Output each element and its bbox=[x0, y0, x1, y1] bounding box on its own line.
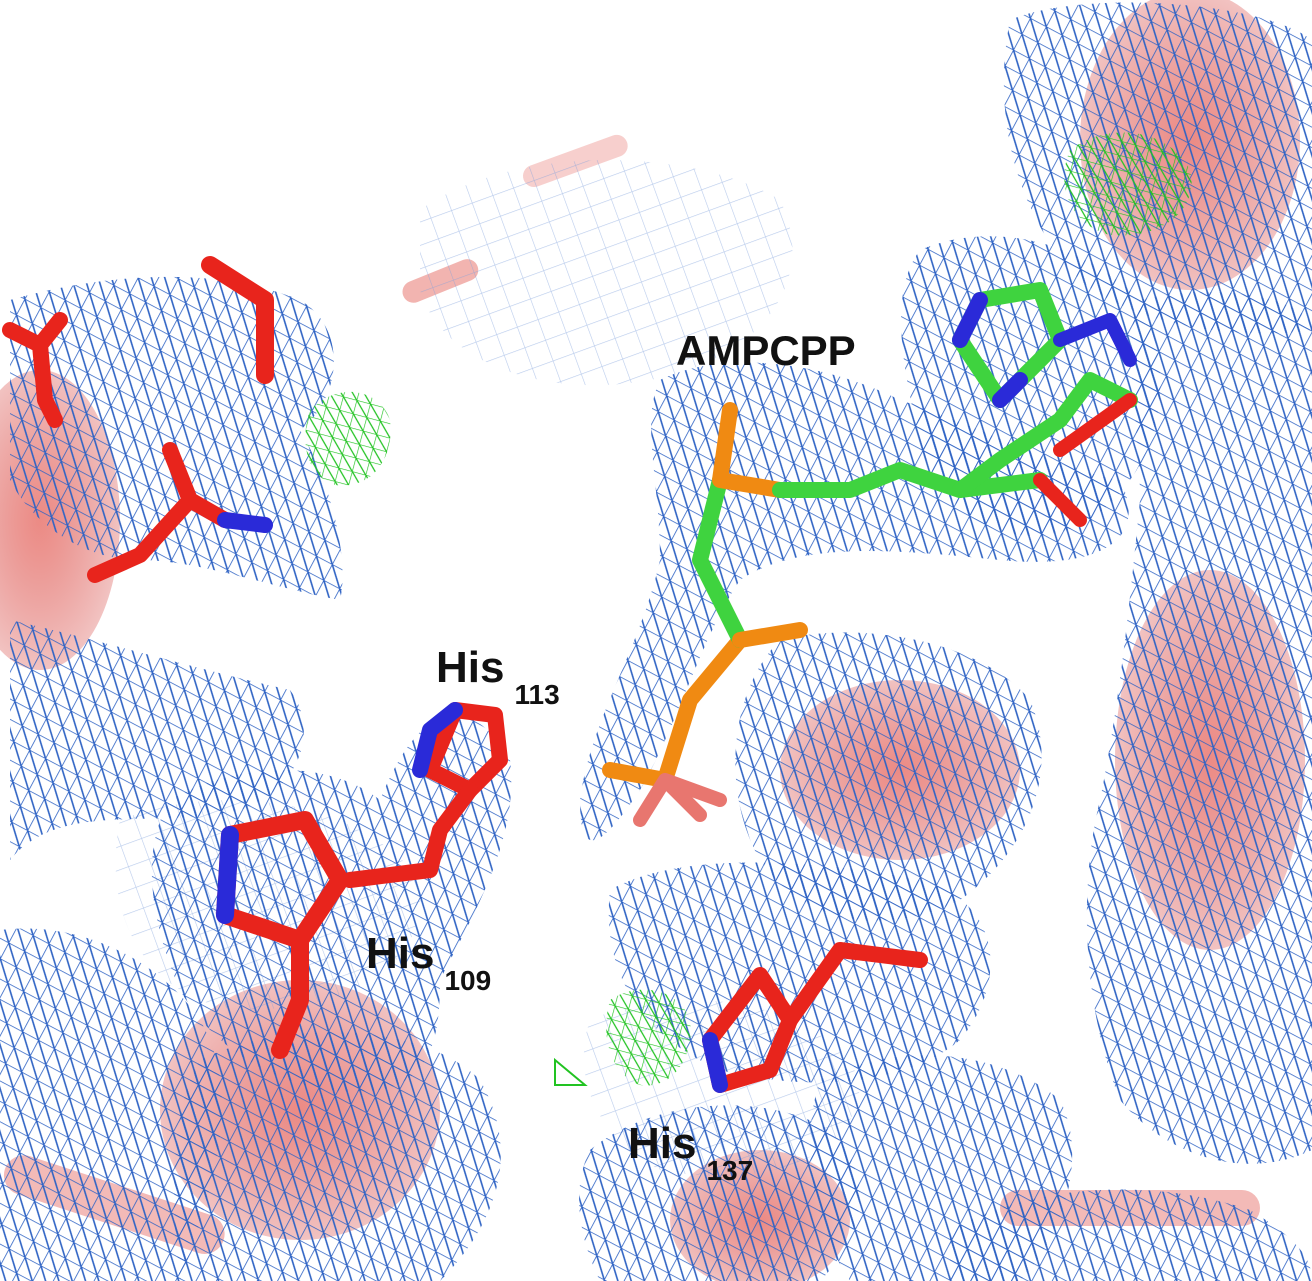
his109-residue: His bbox=[366, 929, 435, 978]
his137-label: His 137 bbox=[628, 1119, 753, 1185]
difference-density-mesh bbox=[305, 132, 1192, 1086]
his113-number: 113 bbox=[514, 679, 560, 710]
residue-sticks bbox=[2, 256, 928, 1093]
his113-residue: His bbox=[436, 643, 505, 692]
ampcpp-label-text: AMPCPP bbox=[676, 327, 856, 374]
ampcpp-ligand-sticks bbox=[602, 282, 1138, 827]
his137-residue: His bbox=[628, 1119, 697, 1168]
ampcpp-label: AMPCPP bbox=[676, 330, 856, 372]
his109-label: His 109 bbox=[366, 929, 491, 995]
his113-label: His 113 bbox=[436, 643, 560, 709]
his137-number: 137 bbox=[706, 1155, 754, 1186]
his109-number: 109 bbox=[444, 965, 492, 996]
